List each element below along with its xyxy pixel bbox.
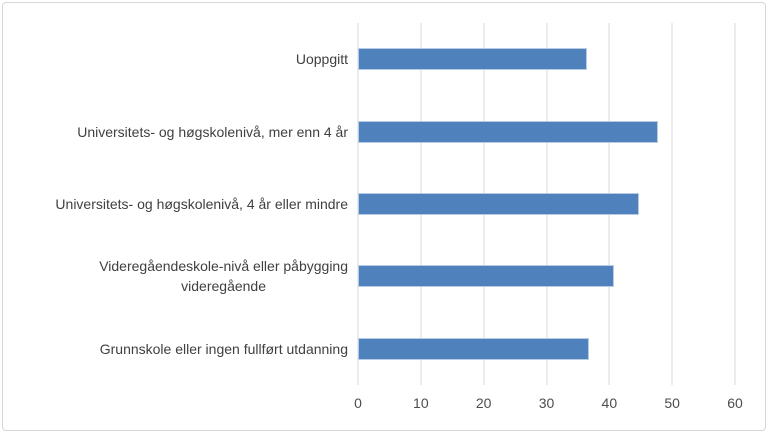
category-label-row: Grunnskole eller ingen fullført utdannin… [0,313,348,385]
category-label: Uoppgitt [295,51,348,68]
x-tick-label: 0 [354,395,362,411]
bar [358,265,614,288]
bar [358,120,658,143]
category-label-row: Universitets- og høgskolenivå, mer enn 4… [0,95,348,167]
bar [358,337,590,360]
gridline [671,23,673,385]
category-label-row: Universitets- og høgskolenivå, 4 år elle… [0,168,348,240]
bar-row [358,23,735,95]
x-tick-label: 10 [413,395,429,411]
category-label: Universitets- og høgskolenivå, mer enn 4… [77,123,348,140]
x-tick-label: 40 [601,395,618,411]
x-tick-label: 30 [538,395,555,411]
bar-row [358,168,735,240]
bar [358,193,639,216]
x-tick-label: 50 [664,395,680,411]
x-tick-label: 20 [475,395,492,411]
bar [358,48,587,71]
bar-row [358,313,735,385]
bars-layer [358,23,735,385]
category-label: Grunnskole eller ingen fullført utdannin… [99,340,348,357]
category-axis-labels: Uoppgitt Universitets- og høgskolenivå, m… [0,23,348,385]
bar-row [358,240,735,312]
bar-row [358,95,735,167]
category-label: Universitets- og høgskolenivå, 4 år elle… [55,196,348,213]
x-tick-label: 60 [727,395,743,411]
plot-area [357,23,736,385]
category-label-row: Videregåendeskole-nivå eller påbygging v… [0,240,348,312]
x-axis: 0 10 20 30 40 50 60 [354,393,743,413]
category-label: Videregåendeskole-nivå eller påbygging v… [99,258,348,295]
category-label-row: Uoppgitt [0,23,348,95]
gridline [734,23,736,385]
